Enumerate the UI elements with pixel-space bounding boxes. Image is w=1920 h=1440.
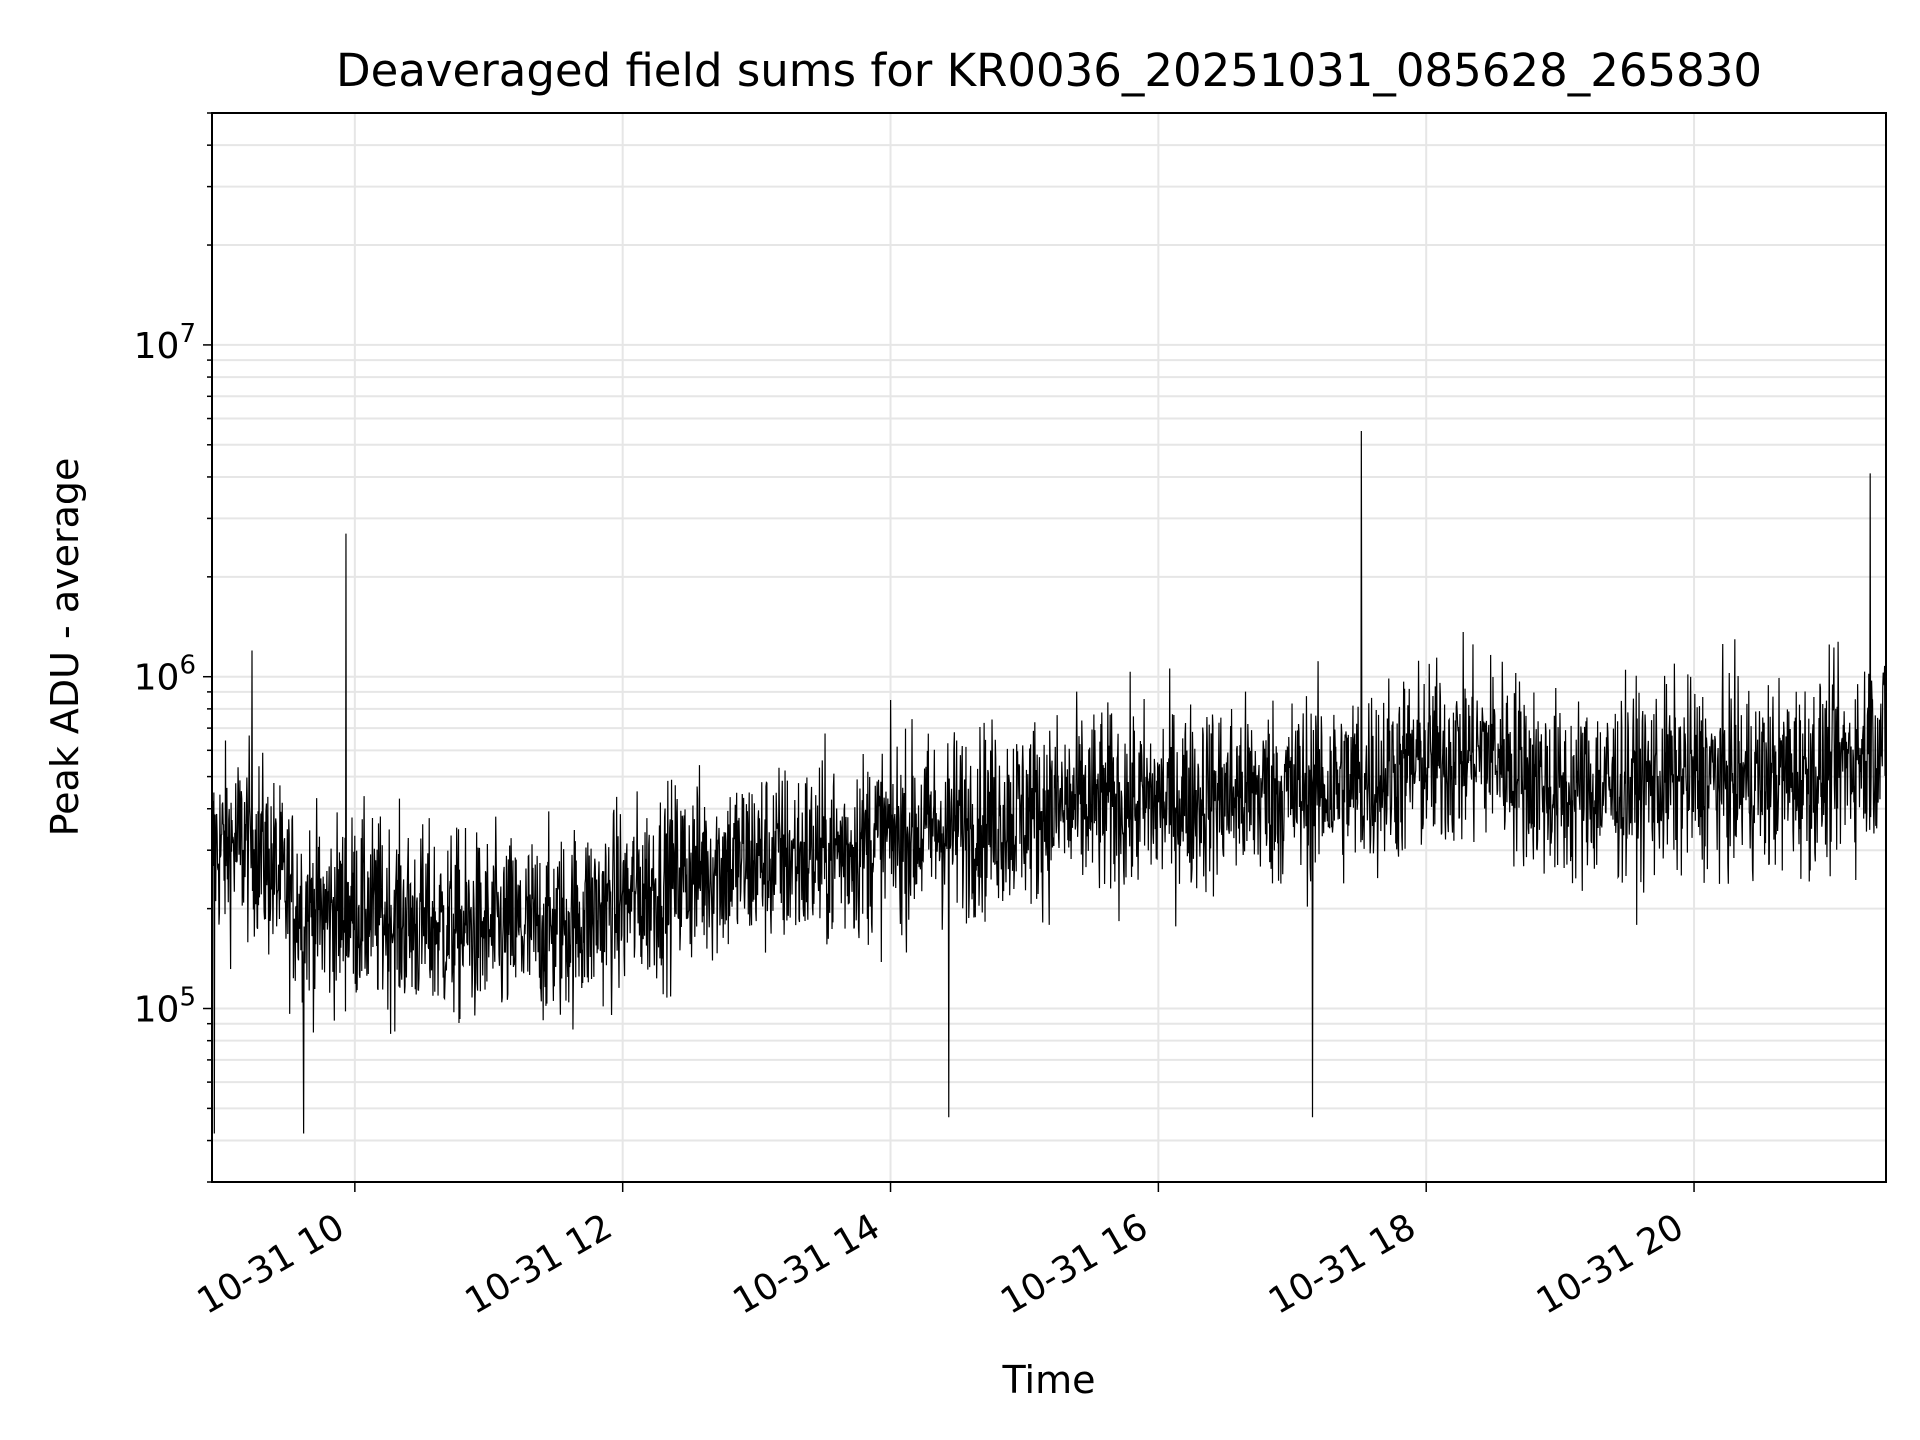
y-tick-exponent: 6 [179,651,196,681]
y-axis-label: Peak ADU - average [43,458,87,837]
y-tick-base: 10 [134,326,180,367]
y-tick-base: 10 [134,658,180,699]
y-tick-exponent: 7 [179,319,196,349]
y-tick-label: 107 [134,319,196,367]
series-line [212,431,1886,1134]
plot-frame [211,112,1887,1183]
y-tick-exponent: 5 [179,983,196,1013]
y-tick-label: 105 [134,983,196,1031]
y-tick-label: 106 [134,651,196,699]
y-tick-base: 10 [134,990,180,1031]
plot-area [212,431,1886,1134]
x-axis-label: Time [1002,1358,1096,1402]
chart-title: Deaveraged field sums for KR0036_2025103… [336,44,1762,97]
